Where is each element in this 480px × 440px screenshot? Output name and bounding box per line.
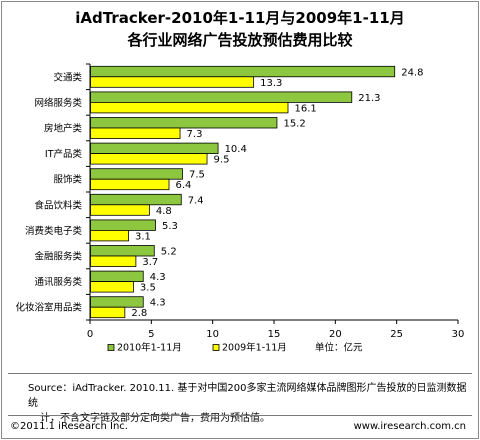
- bar: [90, 219, 156, 231]
- category-label: IT产品类: [45, 148, 83, 160]
- data-label: 3.5: [140, 283, 156, 294]
- bar: [90, 306, 126, 319]
- source-line1: Source：iAdTracker. 2010.11. 基于对中国200多家主流…: [28, 383, 467, 409]
- x-tick-label: 20: [329, 329, 342, 340]
- bar: [90, 245, 155, 257]
- bar: [90, 229, 129, 242]
- category-label: 通讯服务类: [34, 276, 82, 288]
- bar: [90, 296, 144, 308]
- bar: [90, 127, 181, 139]
- data-label: 21.3: [358, 93, 380, 104]
- data-label: 24.8: [401, 67, 423, 78]
- legend-swatch: [107, 344, 115, 351]
- bar: [90, 153, 208, 165]
- bar: [90, 91, 353, 103]
- data-label: 7.3: [187, 129, 203, 140]
- legend-label: 2009年1-11月: [222, 342, 287, 354]
- data-label: 4.3: [150, 298, 166, 309]
- data-label: 16.1: [294, 103, 316, 114]
- bar: [90, 255, 137, 267]
- data-label: 4.3: [150, 272, 166, 283]
- source-note: Source：iAdTracker. 2010.11. 基于对中国200多家主流…: [28, 381, 468, 426]
- bar: [90, 193, 182, 206]
- category-label: 化妆浴室用品类: [15, 302, 82, 314]
- category-label: 消费类电子类: [25, 225, 83, 237]
- legend-label: 2010年1-11月: [117, 342, 182, 354]
- bar: [90, 204, 150, 216]
- data-label: 3.7: [142, 257, 158, 268]
- bar: [90, 281, 134, 293]
- source-line2: 计，不含文字链及部分定向类广告，费用为预估值。: [40, 413, 270, 424]
- category-label: 食品饮料类: [34, 199, 82, 211]
- x-tick-label: 0: [87, 329, 93, 340]
- data-label: 3.1: [135, 231, 151, 242]
- chart-title-line1: iAdTracker-2010年1-11月与2009年1-11月: [75, 9, 405, 27]
- bar: [90, 168, 183, 180]
- x-tick-label: 30: [452, 329, 465, 340]
- website-text: www.iresearch.com.cn: [353, 421, 466, 432]
- bar: [90, 117, 278, 129]
- bar: [90, 65, 396, 78]
- data-label: 7.4: [188, 195, 204, 206]
- footer-separator: [8, 415, 472, 416]
- bar: [90, 142, 219, 155]
- chart-title-line2: 各行业网络广告投放预估费用比较: [127, 31, 353, 49]
- category-label: 网络服务类: [34, 97, 82, 109]
- x-tick-label: 5: [148, 329, 154, 340]
- x-tick-label: 25: [390, 329, 403, 340]
- data-label: 5.2: [161, 247, 177, 258]
- x-tick-label: 15: [268, 329, 281, 340]
- category-label: 金融服务类: [34, 251, 82, 263]
- source-separator: [8, 373, 472, 374]
- x-tick-label: 10: [206, 329, 219, 340]
- bar: [90, 178, 170, 191]
- data-label: 5.3: [162, 221, 178, 232]
- legend-swatch: [212, 344, 220, 351]
- data-label: 7.5: [189, 170, 205, 181]
- category-label: 房地产类: [44, 123, 83, 135]
- data-label: 10.4: [225, 144, 247, 155]
- data-label: 9.5: [214, 155, 230, 166]
- category-label: 交通类: [53, 71, 82, 83]
- bar: [90, 102, 289, 114]
- bar: [90, 270, 144, 283]
- category-label: 服饰类: [53, 174, 82, 186]
- copyright-text: ©2011.1 iResearch Inc.: [10, 421, 128, 432]
- bar: [90, 76, 255, 88]
- data-label: 2.8: [131, 308, 147, 319]
- unit-label: 单位：亿元: [315, 342, 363, 354]
- data-label: 13.3: [260, 78, 282, 89]
- data-label: 4.8: [156, 206, 172, 217]
- data-label: 15.2: [283, 119, 305, 130]
- data-label: 6.4: [176, 180, 192, 191]
